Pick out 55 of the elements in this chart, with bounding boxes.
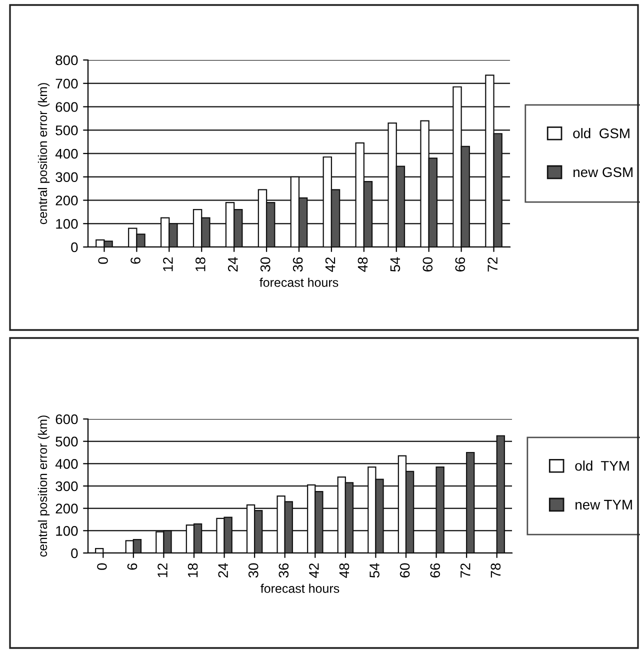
- y-tick-label: 800: [56, 55, 78, 66]
- x-tick-label: 12: [163, 257, 173, 272]
- x-tick-label: 0: [97, 563, 107, 570]
- x-tick-label: 60: [400, 563, 410, 578]
- x-tick-label: 72: [460, 563, 470, 578]
- x-tick-label: 18: [188, 563, 198, 578]
- x-tick-label: 66: [430, 563, 440, 578]
- y-tick-label: 300: [56, 481, 78, 492]
- x-tick-label: 12: [158, 563, 168, 578]
- x-tick-label: 78: [490, 563, 501, 578]
- y-tick-label: 200: [56, 504, 78, 514]
- x-tick-label: 42: [309, 563, 319, 578]
- x-tick-label: 54: [370, 563, 380, 578]
- y-axis-title: central position error (km): [38, 83, 50, 224]
- x-tick-label: 6: [127, 563, 138, 570]
- x-tick-label: 0: [98, 257, 108, 264]
- legend-label: new GSM: [574, 167, 632, 178]
- x-tick-label: 72: [488, 257, 498, 272]
- x-tick-label: 6: [130, 257, 140, 264]
- x-axis-title: forecast hours: [260, 584, 340, 593]
- y-tick-label: 600: [56, 414, 78, 424]
- x-tick-label: 24: [218, 563, 228, 578]
- y-tick-label: 200: [56, 196, 78, 206]
- x-tick-label: 66: [455, 257, 466, 272]
- x-tick-label: 24: [228, 257, 238, 272]
- x-tick-label: 48: [358, 257, 368, 272]
- y-tick-label: 700: [56, 78, 78, 89]
- legend-label: new TYM: [576, 500, 632, 510]
- y-tick-label: 500: [56, 436, 78, 447]
- x-axis-title: forecast hours: [260, 278, 338, 287]
- x-tick-label: 18: [196, 257, 206, 272]
- bar: [466, 452, 475, 553]
- x-tick-label: 36: [292, 257, 303, 272]
- y-tick-label: 0: [71, 548, 78, 558]
- x-tick-label: 54: [390, 257, 400, 272]
- bar: [95, 548, 104, 553]
- y-tick-label: 0: [71, 242, 78, 252]
- y-tick-label: 500: [56, 125, 78, 136]
- y-tick-label: 300: [56, 172, 78, 182]
- y-tick-label: 100: [56, 218, 78, 229]
- y-axis-title: central position error (km): [38, 416, 50, 557]
- bar: [496, 435, 505, 553]
- x-tick-label: 36: [278, 563, 289, 578]
- x-tick-label: 60: [422, 257, 433, 272]
- y-tick-label: 400: [55, 459, 78, 469]
- y-tick-label: 600: [56, 102, 78, 112]
- y-tick-label: 400: [55, 148, 78, 159]
- legend-label: old TYM: [575, 460, 629, 471]
- x-tick-label: 30: [260, 257, 270, 272]
- x-tick-label: 48: [339, 563, 350, 578]
- legend-label: old GSM: [573, 128, 630, 138]
- x-tick-label: 42: [325, 257, 336, 272]
- y-tick-label: 100: [56, 526, 78, 536]
- x-tick-label: 30: [248, 563, 258, 578]
- bar: [436, 466, 444, 553]
